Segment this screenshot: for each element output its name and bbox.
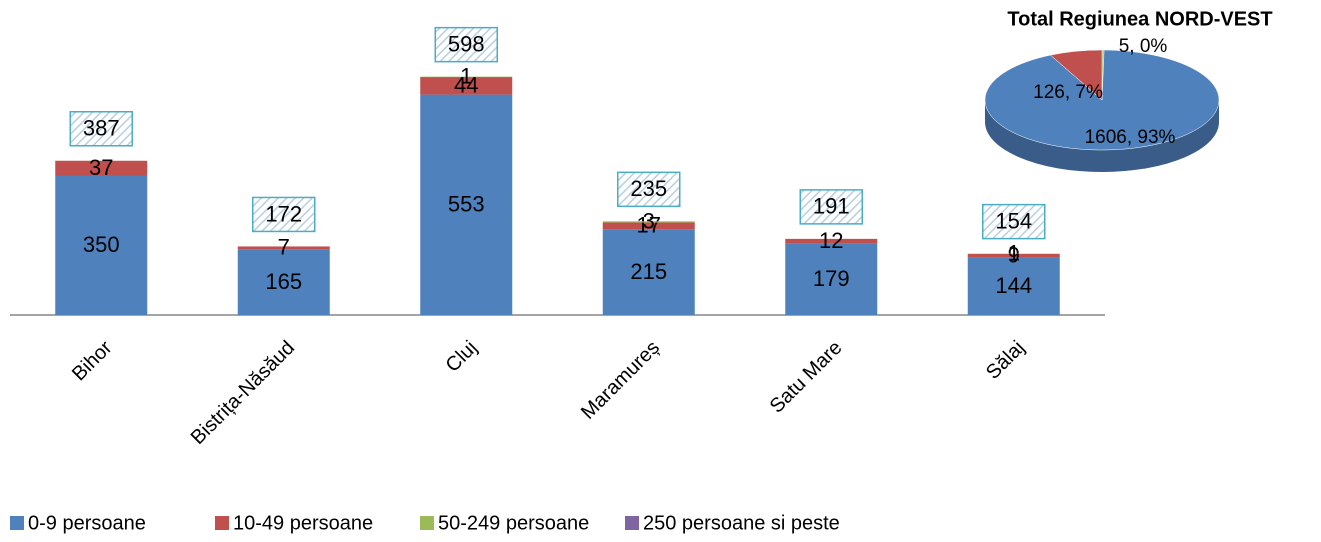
bar-segment xyxy=(55,160,148,176)
bar-segment xyxy=(785,238,878,244)
data-label: 1 xyxy=(460,64,472,89)
total-box xyxy=(617,171,681,208)
bar-segment xyxy=(602,222,695,230)
total-label: 172 xyxy=(265,201,302,226)
pie-label: 1606, 93% xyxy=(1085,127,1176,148)
legend-swatch xyxy=(215,516,229,530)
data-label: 350 xyxy=(83,232,120,257)
total-label: 191 xyxy=(813,194,850,219)
data-label: 7 xyxy=(278,235,290,260)
data-label: 17 xyxy=(637,213,661,238)
x-tick-label: Bihor xyxy=(68,336,117,385)
legend-label: 250 persoane si peste xyxy=(643,512,840,534)
legend-swatch xyxy=(420,516,434,530)
bar-segment xyxy=(237,249,330,315)
total-box xyxy=(69,111,133,147)
pie-label: 126, 7% xyxy=(1033,82,1103,103)
total-box xyxy=(434,26,498,63)
pie-slice xyxy=(1049,49,1103,101)
pie-title: Total Regiunea NORD-VEST xyxy=(1007,8,1272,30)
bar-segment xyxy=(55,175,148,315)
bar-segment xyxy=(785,243,878,315)
pie-label: 5, 0% xyxy=(1119,36,1168,57)
total-box xyxy=(982,203,1046,240)
bar-segment xyxy=(602,229,695,315)
x-tick-label: Cluj xyxy=(442,337,482,377)
bar-segment xyxy=(237,246,330,250)
bar-segment xyxy=(602,221,695,223)
data-label: 1 xyxy=(1008,241,1020,266)
x-tick-label: Sălaj xyxy=(982,337,1029,384)
legend-label: 50-249 persoane xyxy=(438,512,589,534)
data-label: 37 xyxy=(89,155,113,180)
bar-segment xyxy=(967,254,1060,258)
x-tick-label: Bistrița-Năsăud xyxy=(187,337,299,449)
data-label: 12 xyxy=(819,228,843,253)
total-label: 154 xyxy=(995,208,1032,233)
x-tick-label: Maramureș xyxy=(577,337,664,424)
total-label: 598 xyxy=(448,31,485,56)
bar-segment xyxy=(420,94,513,315)
data-label: 215 xyxy=(630,259,667,284)
legend-label: 0-9 persoane xyxy=(28,512,146,534)
bar-segment xyxy=(420,77,513,95)
bar-segment xyxy=(967,257,1060,315)
data-label: 144 xyxy=(995,273,1032,298)
total-box xyxy=(799,189,863,225)
data-label: 3 xyxy=(643,209,655,234)
x-tick-label: Satu Mare xyxy=(766,337,847,418)
legend-swatch xyxy=(10,516,24,530)
legend-swatch xyxy=(625,516,639,530)
data-label: 179 xyxy=(813,266,850,291)
total-box xyxy=(252,196,316,233)
data-label: 165 xyxy=(265,269,302,294)
data-label: 9 xyxy=(1008,243,1020,268)
total-label: 235 xyxy=(630,176,667,201)
data-label: 553 xyxy=(448,192,485,217)
pie-side xyxy=(985,100,1219,172)
total-label: 387 xyxy=(83,116,120,141)
legend-label: 10-49 persoane xyxy=(233,512,373,534)
